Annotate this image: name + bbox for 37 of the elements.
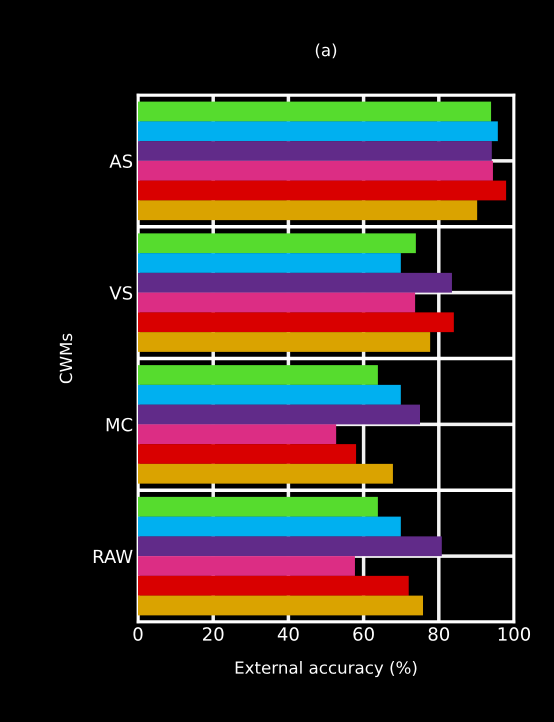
bar <box>138 464 393 484</box>
bar <box>138 200 478 220</box>
bar <box>138 272 452 293</box>
bar <box>138 576 409 596</box>
x-axis-title: External accuracy (%) <box>236 661 416 678</box>
bar <box>138 180 506 200</box>
bar <box>138 102 492 122</box>
bar <box>138 121 498 142</box>
bar <box>138 596 424 616</box>
x-tick-label: 20 <box>203 627 224 641</box>
bar <box>138 556 355 576</box>
y-tick-label: RAW <box>94 550 133 563</box>
x-tick-label: 60 <box>353 627 374 641</box>
x-tick-label: 40 <box>278 627 299 641</box>
y-tick-label: AS <box>109 154 132 168</box>
bar <box>138 312 454 332</box>
bar <box>138 292 416 312</box>
x-tick-label: 100 <box>498 627 530 641</box>
bar <box>138 332 430 352</box>
y-tick-label: VS <box>109 286 132 300</box>
bar <box>138 233 416 254</box>
y-axis-title: CWMs <box>60 334 72 384</box>
bar <box>138 141 492 161</box>
bar <box>138 253 401 273</box>
bar <box>138 444 356 464</box>
x-tick-label: 80 <box>428 627 450 641</box>
bar <box>138 516 401 536</box>
bar <box>138 365 378 385</box>
y-tick-label: MC <box>106 418 132 432</box>
bar <box>138 536 442 556</box>
bar <box>138 404 420 424</box>
bar <box>138 496 378 517</box>
bar <box>138 160 493 181</box>
bar <box>138 384 401 405</box>
bar <box>138 424 336 444</box>
chart-title: (a) <box>316 43 336 58</box>
x-tick-label: 0 <box>133 627 143 641</box>
